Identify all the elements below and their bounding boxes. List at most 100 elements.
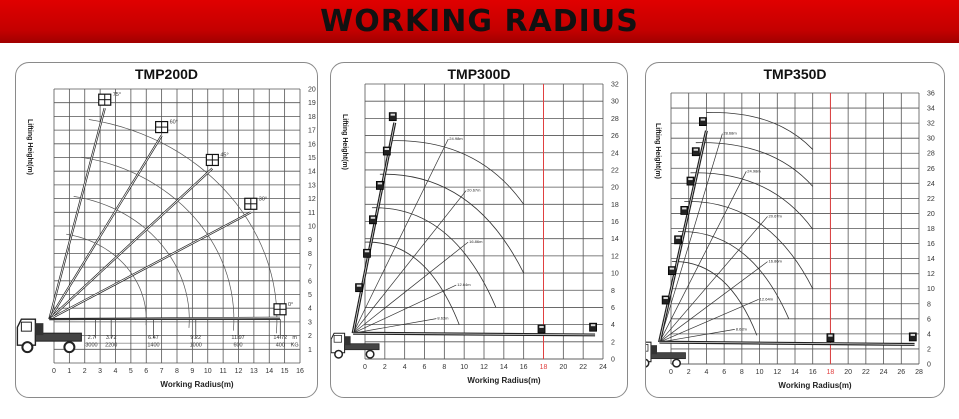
platform-basket-icon [355,283,363,293]
y-tick-label: 19 [308,100,316,107]
x-tick-label: 11 [219,368,226,375]
y-tick-label: 0 [611,357,615,364]
platform-basket-icon [356,284,362,287]
x-axis-label: Working Radius(m) [467,376,541,385]
platform-basket-icon [364,250,370,253]
ray-label: 12.64m [760,296,774,301]
y-tick-label: 22 [611,167,619,174]
platform-basket-icon [370,216,376,219]
ray-label: 20.67m [769,213,783,218]
ray-label: 28.68m [723,131,737,136]
ray-label: 16.86m [769,259,783,264]
ray-label: 8.62m [437,316,449,321]
platform-basket-icon [669,267,675,270]
y-tick-label: 9 [308,237,312,244]
platform-basket-icon [686,176,695,186]
platform-basket-icon [661,295,670,305]
platform-basket-icon [375,181,384,190]
reach-arc [73,196,190,328]
x-tick-label: 16 [809,369,817,376]
x-tick-label: 12 [773,369,781,376]
x-tick-label: 0 [52,368,56,375]
chart-svg: 0 1 2 3 4 5 6 7 8 9 10 11 12 13 14 15 161234567891011121… [16,87,316,389]
x-tick-label: 15 [281,368,289,375]
chart-panel-tmp200d: TMP200D 0 1 2 3 4 5 6 7 8 9 10 11 12 13 14 15 16 1 2 3 4 5 6 7 8… [15,62,318,398]
ray-label: 24.98m [449,136,463,141]
x-tick-label: 14 [500,364,508,371]
x-axis-label: Working Radius(m) [160,380,234,389]
platform-basket-icon [675,236,681,239]
y-tick-label: 0 [927,362,931,369]
y-tick-label: 6 [308,278,312,285]
boom-highlight [659,130,707,343]
platform-basket-icon [390,113,395,116]
y-tick-label: 24 [927,181,935,188]
boom-highlight [353,332,596,336]
y-axis-label: Lifting Height(m) [26,119,33,175]
y-tick-label: 11 [308,210,315,217]
x-tick-label: 22 [862,369,870,376]
x-tick-label: 22 [579,364,587,371]
y-tick-label: 7 [308,265,312,272]
ray-label: 20.67m [467,188,481,193]
y-tick-label: 10 [308,224,316,231]
y-tick-label: 17 [308,128,316,135]
platform-basket-icon [384,148,390,151]
y-tick-label: 12 [927,271,935,278]
chart-title: TMP300D [447,66,511,82]
platform-basket-icon [680,206,689,215]
platform-basket-icon [663,297,668,300]
x-tick-label: 18 [540,364,548,371]
reach-arc [371,207,497,308]
truck-icon [646,341,686,368]
y-axis-label: Lifting Height(m) [654,123,661,179]
x-tick-label: 14 [791,369,799,376]
chart-svg: 0 2 4 6 8 10 12 14 16 18 20 22 240246810121416182022… [331,82,619,385]
radius-ray [659,171,747,343]
boom-angle-label: 75° [113,92,121,98]
platform-basket-icon [369,215,377,225]
y-tick-label: 10 [611,271,619,278]
reach-arc [364,241,460,325]
reach-arc [671,261,758,336]
radius-value: 2.7 [88,335,96,341]
x-tick-label: 10 [756,369,764,376]
platform-basket-icon [388,112,397,122]
radius-unit: m [292,335,297,341]
x-tick-label: 28 [915,369,923,376]
y-tick-label: 22 [927,196,935,203]
boom-highlight [352,122,396,334]
load-value: 1400 [147,343,159,349]
y-tick-label: 32 [927,121,935,128]
boom-highlight [49,108,106,320]
boom-angle-label: 0° [288,302,293,308]
y-tick-label: 20 [611,185,619,192]
load-value: 1000 [190,343,202,349]
platform-basket-icon [828,334,833,337]
y-tick-label: 15 [308,155,316,162]
platform-basket-icon [382,146,391,156]
y-tick-label: 32 [611,82,619,89]
x-tick-label: 6 [144,368,148,375]
x-tick-label: 20 [559,364,567,371]
y-tick-label: 6 [611,305,615,312]
radius-ray [352,241,469,334]
x-tick-label: 9 [190,368,194,375]
radius-ray [352,138,449,334]
radius-ray [659,298,759,343]
x-tick-label: 4 [403,364,407,371]
radius-ray [659,216,768,343]
y-tick-label: 18 [927,226,935,233]
x-axis-label: Working Radius(m) [778,381,852,390]
chart-title: TMP350D [763,66,827,82]
x-tick-label: 0 [363,364,367,371]
y-tick-label: 1 [308,347,312,354]
truck-icon [331,332,380,359]
radius-ray [352,284,457,334]
y-tick-label: 4 [308,306,312,313]
truck-icon [16,318,82,354]
x-tick-label: 8 [175,368,179,375]
x-tick-label: 2 [687,369,691,376]
y-tick-label: 14 [927,256,935,263]
x-tick-label: 4 [704,369,708,376]
